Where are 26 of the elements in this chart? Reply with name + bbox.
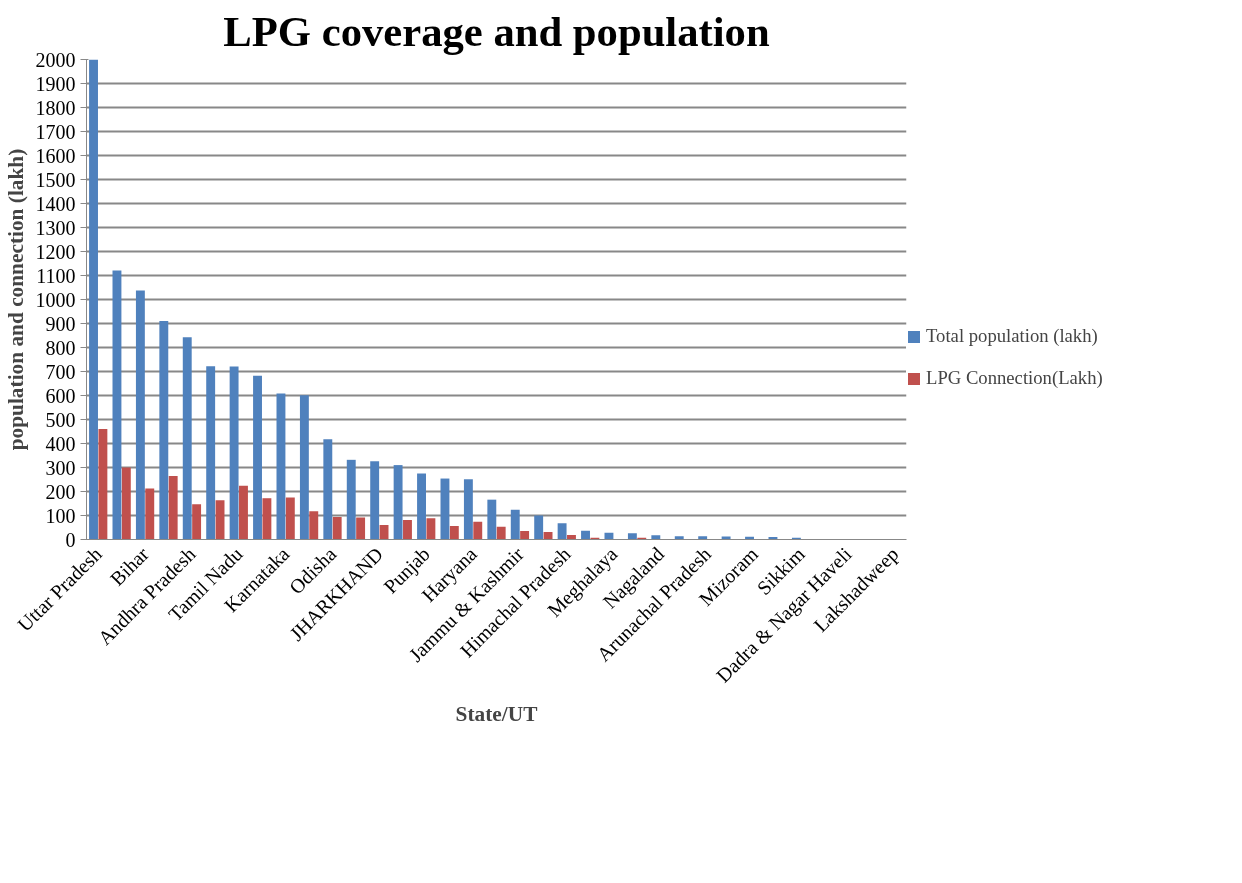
y-tick-label: 1500: [35, 168, 76, 191]
y-axis-title: population and connection (lakh): [3, 148, 28, 451]
y-tick-label: 900: [45, 312, 76, 335]
y-tick-label: 500: [45, 408, 76, 431]
y-tick-label: 100: [45, 504, 76, 527]
x-axis-title: State/UT: [455, 702, 538, 727]
y-tick-label: 1600: [35, 144, 76, 167]
y-tick-label: 2000: [35, 48, 76, 71]
y-tick-label: 1700: [35, 120, 76, 143]
y-tick-label: 800: [45, 336, 76, 359]
y-tick-label: 1000: [35, 288, 76, 311]
y-tick-label: 300: [45, 456, 76, 479]
y-tick-label: 1100: [36, 264, 76, 287]
legend-label: LPG Connection(Lakh): [926, 367, 1103, 389]
y-tick-label: 1400: [35, 192, 76, 215]
y-tick-label: 400: [45, 432, 76, 455]
y-tick-label: 1800: [35, 96, 76, 119]
y-tick-label: 1900: [35, 72, 76, 95]
y-tick-label: 1300: [35, 216, 76, 239]
y-tick-label: 700: [45, 360, 76, 383]
y-tick-label: 200: [45, 480, 76, 503]
legend-label: Total population (lakh): [926, 325, 1098, 347]
chart-title: LPG coverage and population: [223, 7, 770, 55]
y-tick-label: 1200: [35, 240, 76, 263]
y-tick-label: 600: [45, 384, 76, 407]
y-tick-label: 0: [65, 528, 76, 551]
